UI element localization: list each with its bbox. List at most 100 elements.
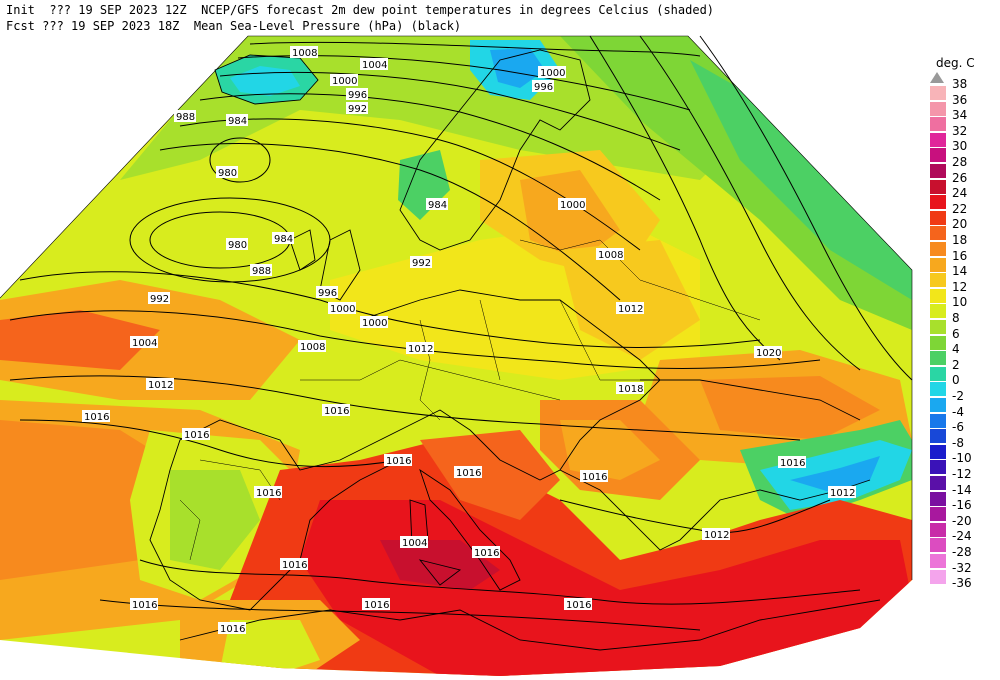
svg-text:996: 996: [348, 90, 367, 101]
isobar-label: 1016: [254, 486, 282, 499]
legend-label: -12: [952, 467, 972, 481]
isobar-label: 1016: [564, 598, 592, 611]
isobar-label: 1008: [290, 46, 318, 59]
legend-label: 20: [952, 217, 968, 232]
legend-label: 36: [952, 92, 968, 107]
isobar-label: 980: [226, 238, 248, 251]
svg-text:1016: 1016: [582, 472, 607, 483]
legend-label: 6: [952, 326, 960, 341]
legend-label: -4: [952, 404, 964, 419]
legend-label: 10: [952, 295, 968, 310]
legend-label: -6: [952, 420, 964, 435]
isobar-label: 1016: [384, 454, 412, 467]
svg-text:1008: 1008: [300, 342, 325, 353]
legend-swatch: [930, 226, 946, 241]
isobar-label: 988: [250, 264, 272, 277]
isobar-label: 1012: [406, 342, 434, 355]
legend-swatch: [930, 210, 946, 225]
isobar-label: 1000: [558, 198, 586, 211]
legend-swatch: [930, 522, 946, 537]
legend-label: -32: [952, 560, 972, 575]
legend-unit-label: deg. C: [936, 56, 975, 70]
isobar-label: 1008: [596, 248, 624, 261]
legend-label: 28: [952, 155, 968, 169]
legend-swatch: [930, 476, 946, 490]
legend-label: -28: [952, 545, 972, 559]
isobar-label: 1016: [322, 404, 350, 417]
legend-swatch: [930, 413, 946, 428]
legend-label: 16: [952, 248, 968, 263]
isobar-label: 1016: [362, 598, 390, 611]
legend-swatch: [930, 117, 946, 132]
isobar-label: 1012: [146, 378, 174, 391]
isobar-labels: 1008 1004 1000 996 992 988 984 980 980 9…: [82, 46, 856, 635]
isobar-label: 984: [272, 232, 294, 245]
legend-swatch: [930, 429, 946, 444]
legend-swatch: [930, 132, 946, 147]
svg-text:1004: 1004: [402, 538, 427, 549]
svg-text:1012: 1012: [704, 530, 729, 541]
svg-text:1000: 1000: [330, 304, 355, 315]
legend-label: 32: [952, 123, 968, 138]
isobar-label: 992: [148, 292, 170, 305]
isobar-label: 1016: [280, 558, 308, 571]
isobar-label: 1016: [580, 470, 608, 483]
isobar-label: 992: [346, 102, 368, 115]
svg-text:1020: 1020: [756, 348, 781, 359]
isobar-label: 996: [346, 88, 368, 101]
legend-swatch: [930, 148, 946, 163]
legend-swatch: [930, 569, 946, 584]
svg-text:1012: 1012: [408, 344, 433, 355]
header-line-init: Init ??? 19 SEP 2023 12Z NCEP/GFS foreca…: [6, 3, 715, 17]
legend-label: 22: [952, 201, 968, 216]
chart-header: Init ??? 19 SEP 2023 12Z NCEP/GFS foreca…: [6, 2, 714, 34]
isobar-label: 996: [316, 286, 338, 299]
legend-label: -10: [952, 451, 972, 466]
svg-text:980: 980: [218, 168, 237, 179]
svg-text:988: 988: [252, 266, 271, 277]
isobar-label: 1016: [778, 456, 806, 469]
legend-label: -20: [952, 513, 972, 528]
svg-text:1016: 1016: [566, 600, 591, 611]
svg-text:1012: 1012: [618, 304, 643, 315]
isobar-lines: [9, 35, 913, 631]
svg-text:1016: 1016: [456, 468, 481, 479]
svg-text:1016: 1016: [184, 430, 209, 441]
svg-text:1016: 1016: [474, 548, 499, 559]
legend-swatch: [930, 398, 946, 412]
legend-label: 30: [952, 139, 968, 154]
isobar-label: 996: [532, 80, 554, 93]
svg-text:1016: 1016: [220, 624, 245, 635]
legend-swatch: [930, 101, 946, 116]
svg-text:980: 980: [228, 240, 247, 251]
svg-text:992: 992: [412, 258, 431, 269]
legend-swatch: [930, 195, 946, 210]
legend-swatch: [930, 382, 946, 397]
legend-label: -24: [952, 529, 972, 544]
svg-text:1000: 1000: [540, 68, 565, 79]
legend-label: 4: [952, 342, 960, 357]
svg-text:1004: 1004: [362, 60, 387, 71]
legend-label: -16: [952, 498, 972, 513]
svg-text:1016: 1016: [386, 456, 411, 467]
legend-label: 2: [952, 357, 960, 372]
legend-swatch: [930, 242, 946, 256]
legend-label: 12: [952, 279, 968, 294]
legend-swatch: [930, 86, 946, 100]
legend-label: -8: [952, 435, 964, 450]
isobar-label: 1000: [328, 302, 356, 315]
legend-swatch: [930, 257, 946, 272]
legend-swatch: [930, 554, 946, 568]
svg-text:984: 984: [228, 116, 247, 127]
isobar-label: 1016: [182, 428, 210, 441]
svg-text:1000: 1000: [362, 318, 387, 329]
legend-label: 14: [952, 264, 968, 279]
isobar-label: 1016: [218, 622, 246, 635]
isobar-label: 1000: [330, 74, 358, 87]
svg-text:992: 992: [348, 104, 367, 115]
legend-label: 24: [952, 186, 968, 201]
isobar-label: 980: [216, 166, 238, 179]
legend-label: -36: [952, 576, 972, 591]
svg-text:1012: 1012: [148, 380, 173, 391]
isobar-label: 1020: [754, 346, 782, 359]
